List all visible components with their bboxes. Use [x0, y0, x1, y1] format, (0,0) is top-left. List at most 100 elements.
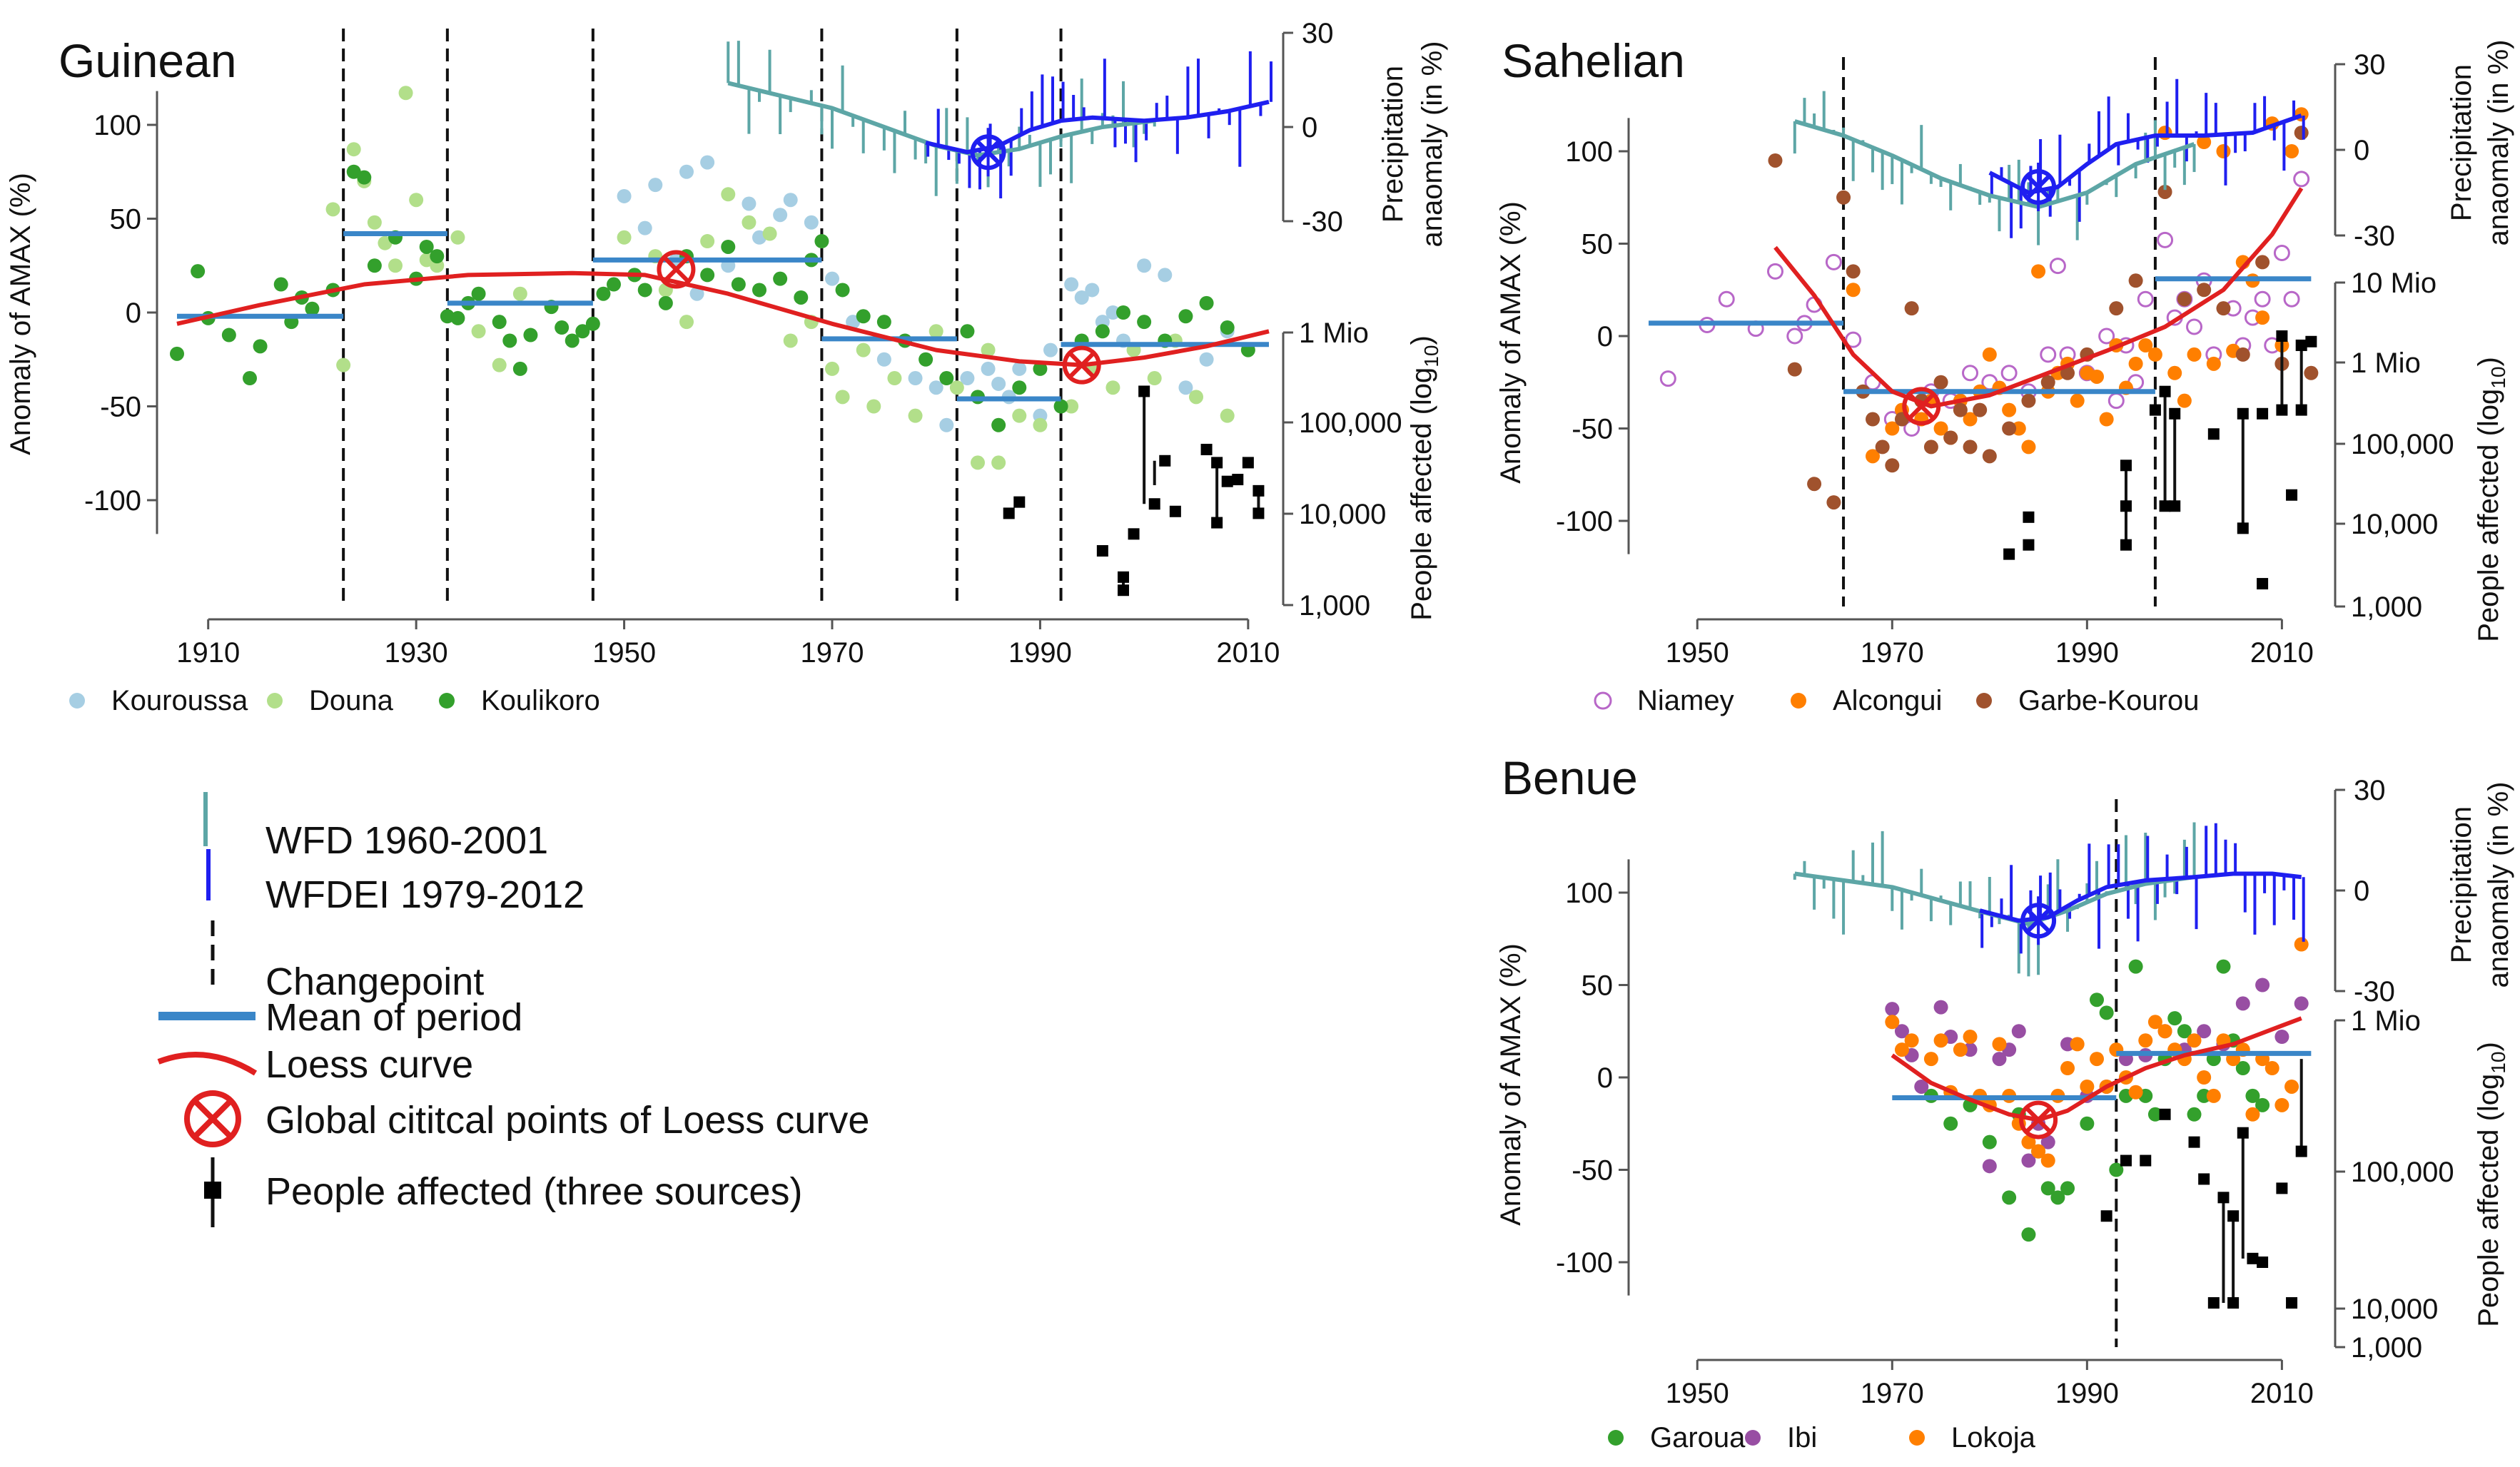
legend-station-label: Kouroussa	[111, 685, 248, 716]
data-point-alcongui	[1846, 283, 1861, 298]
people-tick-label: 1,000	[2351, 1332, 2422, 1364]
y-axis-label: Anomaly of AMAX (%)	[1495, 943, 1527, 1226]
people-affected-marker	[1253, 507, 1265, 519]
x-tick-label: 1990	[2055, 1378, 2119, 1409]
data-point-koulikoro	[555, 320, 570, 335]
data-point-koulikoro	[502, 333, 517, 348]
loess-curve	[1773, 187, 2304, 409]
data-point-koulikoro	[512, 361, 527, 376]
data-point-garoua	[2040, 1181, 2055, 1196]
data-point-garoua	[2216, 959, 2231, 974]
people-affected-marker	[2207, 1296, 2220, 1309]
precip-tick-label: 0	[2354, 135, 2369, 166]
data-point-kouroussa	[804, 215, 819, 230]
x-tick-label: 2010	[2250, 637, 2314, 669]
data-point-douna	[1064, 399, 1079, 414]
legend-station-marker	[1745, 1430, 1761, 1446]
data-point-lokoja	[2187, 1033, 2202, 1048]
data-point-garbe-kourou	[1943, 430, 1958, 445]
people-affected-marker	[2120, 460, 2132, 472]
data-point-douna	[492, 357, 507, 372]
x-tick-label: 1930	[385, 637, 448, 669]
people-affected-marker	[1253, 484, 1265, 497]
data-point-ibi	[2274, 1030, 2289, 1045]
data-point-garbe-kourou	[2304, 365, 2319, 380]
legend-station-marker	[267, 693, 283, 709]
people-affected-marker	[2227, 1210, 2240, 1222]
data-point-alcongui	[2284, 144, 2299, 158]
data-point-garbe-kourou	[1846, 264, 1861, 279]
y-tick-label: 0	[1597, 1062, 1613, 1094]
data-point-garbe-kourou	[1807, 477, 1822, 492]
people-affected-marker	[2188, 1136, 2200, 1148]
data-point-kouroussa	[939, 417, 954, 432]
data-point-douna	[450, 230, 465, 245]
data-point-douna	[1012, 408, 1027, 423]
data-point-niamey	[2107, 392, 2125, 410]
data-point-niamey	[2186, 318, 2203, 335]
data-point-koulikoro	[243, 371, 257, 386]
data-point-douna	[721, 187, 736, 202]
data-point-koulikoro	[357, 170, 372, 185]
people-tick-label: 1 Mio	[2351, 1005, 2421, 1037]
data-point-niamey	[1718, 290, 1735, 308]
x-tick-label: 1990	[2055, 637, 2119, 669]
data-point-garoua	[2255, 1097, 2270, 1112]
people-affected-marker	[2207, 428, 2220, 440]
legend-station-marker	[1976, 693, 1992, 709]
data-point-garoua	[2147, 1107, 2162, 1122]
people-affected-marker	[1221, 475, 1233, 487]
people-affected-marker	[2305, 335, 2317, 347]
data-point-alcongui	[2070, 393, 2085, 408]
x-tick-label: 1950	[1666, 1378, 1729, 1409]
data-point-koulikoro	[450, 310, 465, 325]
people-tick-label: 1,000	[2351, 592, 2422, 623]
people-affected-marker	[2295, 404, 2307, 416]
people-affected-marker	[1148, 498, 1160, 510]
data-point-douna	[856, 342, 871, 357]
data-point-niamey	[2098, 328, 2115, 345]
data-point-koulikoro	[430, 249, 445, 264]
data-point-lokoja	[2070, 1037, 2085, 1052]
data-point-kouroussa	[1105, 305, 1120, 320]
people-affected-marker	[2295, 1145, 2307, 1157]
data-point-koulikoro	[523, 328, 538, 342]
data-point-koulikoro	[596, 286, 611, 301]
data-point-koulikoro	[835, 283, 850, 298]
data-point-douna	[512, 286, 527, 301]
data-point-garbe-kourou	[1768, 153, 1783, 168]
panel-title: Sahelian	[1502, 34, 1685, 87]
precip-curve-wfdei	[1979, 871, 2302, 923]
data-point-lokoja	[2021, 1134, 2036, 1149]
legend-wfdei-label: WFDEI 1979-2012	[265, 873, 585, 916]
legend-station-label: Garbe-Kourou	[2018, 685, 2199, 716]
people-affected-marker	[1169, 505, 1181, 517]
y-tick-label: 50	[1582, 229, 1614, 260]
data-point-koulikoro	[191, 264, 206, 279]
data-point-kouroussa	[825, 271, 839, 286]
data-point-koulikoro	[991, 417, 1006, 432]
people-affected-marker	[2120, 1154, 2132, 1167]
precip-axis-label-line2: anaomaly (in %)	[1417, 41, 1448, 247]
data-point-alcongui	[2138, 337, 2153, 352]
data-point-alcongui	[2157, 126, 2172, 141]
data-point-kouroussa	[773, 208, 788, 223]
data-point-koulikoro	[960, 324, 975, 339]
data-point-alcongui	[2197, 135, 2212, 150]
data-point-douna	[866, 399, 881, 414]
data-point-koulikoro	[585, 316, 600, 331]
critical-point-cross	[1908, 393, 1935, 420]
people-affected-marker	[2227, 1296, 2240, 1309]
data-point-alcongui	[2255, 310, 2270, 325]
data-point-lokoja	[2090, 1052, 2104, 1067]
data-point-koulikoro	[794, 290, 809, 305]
data-point-ibi	[1933, 1000, 1948, 1015]
data-point-lokoja	[2138, 1033, 2153, 1048]
data-point-alcongui	[1963, 412, 1978, 427]
data-point-lokoja	[1992, 1037, 2007, 1052]
data-point-kouroussa	[876, 352, 891, 367]
data-point-alcongui	[2090, 369, 2104, 384]
data-point-koulikoro	[1033, 361, 1048, 376]
people-affected-marker	[1013, 496, 1026, 508]
